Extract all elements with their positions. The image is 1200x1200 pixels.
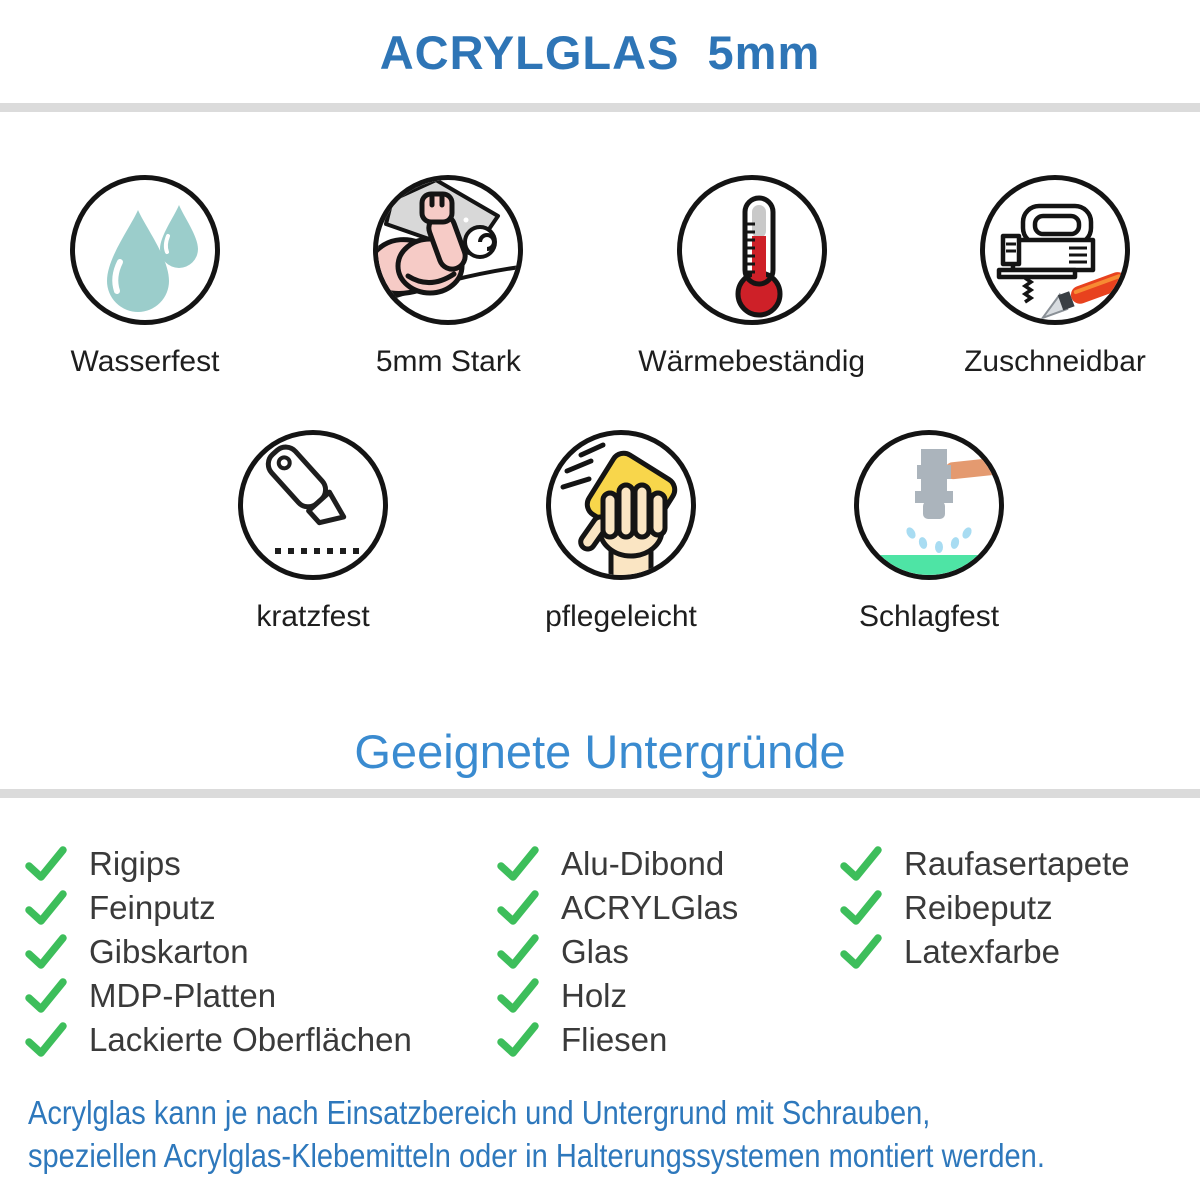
- check-icon: [25, 890, 67, 925]
- check-item-label: Raufasertapete: [904, 845, 1130, 882]
- divider-bar: [0, 789, 1200, 798]
- feature-zuschneidbar: Zuschneidbar: [940, 175, 1170, 380]
- feature-row-2: kratzfest: [0, 430, 1200, 635]
- check-item: ACRYLGlas: [497, 886, 840, 930]
- feature-waermebestaendig: Wärmebeständig: [637, 175, 867, 380]
- check-item: Glas: [497, 930, 840, 974]
- check-item: Reibeputz: [840, 886, 1200, 930]
- check-item-label: ACRYLGlas: [561, 889, 739, 926]
- cleaning-hand-icon: [546, 430, 696, 580]
- check-icon: [840, 890, 882, 925]
- check-item: MDP-Platten: [25, 974, 497, 1018]
- feature-kratzfest: kratzfest: [198, 430, 428, 635]
- check-item-label: Fliesen: [561, 1021, 668, 1058]
- check-icon: [25, 846, 67, 881]
- feature-row-1: Wasserfest 5mm Stark: [0, 175, 1200, 380]
- check-icon: [497, 1022, 539, 1057]
- feature-label: Wasserfest: [70, 345, 220, 378]
- checklist-column-3: Raufasertapete Reibeputz Latexfarbe: [840, 842, 1200, 1062]
- feature-schlagfest: Schlagfest: [814, 430, 1044, 635]
- feature-5mm-stark: 5mm Stark: [333, 175, 563, 380]
- check-item: Latexfarbe: [840, 930, 1200, 974]
- page-title: ACRYLGLAS 5mm: [379, 26, 821, 79]
- feature-label: pflegeleicht: [545, 600, 697, 633]
- section-title-untergruende: Geeignete Untergründe: [354, 725, 846, 778]
- check-icon: [840, 846, 882, 881]
- check-item-label: Lackierte Oberflächen: [89, 1021, 412, 1058]
- feature-label: Zuschneidbar: [964, 345, 1146, 378]
- check-item-label: Rigips: [89, 845, 181, 882]
- check-item: Holz: [497, 974, 840, 1018]
- check-icon: [497, 890, 539, 925]
- check-item: Rigips: [25, 842, 497, 886]
- check-item-label: Glas: [561, 933, 629, 970]
- substrate-checklist: Rigips Feinputz Gibskarton MDP-Platten L…: [0, 842, 1200, 1062]
- check-item-label: Gibskarton: [89, 933, 249, 970]
- check-item: Raufasertapete: [840, 842, 1200, 886]
- check-icon: [497, 846, 539, 881]
- check-item-label: Alu-Dibond: [561, 845, 725, 882]
- feature-label: Schlagfest: [858, 600, 1000, 633]
- hammer-impact-icon: [854, 430, 1004, 580]
- check-icon: [497, 978, 539, 1013]
- check-item-label: Holz: [561, 977, 628, 1014]
- thermometer-icon: [676, 175, 827, 325]
- check-icon: [25, 1022, 67, 1057]
- utility-knife-icon: [238, 430, 388, 580]
- checklist-column-1: Rigips Feinputz Gibskarton MDP-Platten L…: [25, 842, 497, 1062]
- check-item-label: MDP-Platten: [89, 977, 277, 1014]
- check-icon: [25, 978, 67, 1013]
- check-icon: [840, 934, 882, 969]
- mounting-note-line-2: speziellen Acrylglas-Klebemitteln oder i…: [28, 1137, 1045, 1174]
- check-item: Gibskarton: [25, 930, 497, 974]
- check-item-label: Feinputz: [89, 889, 216, 926]
- check-icon: [25, 934, 67, 969]
- check-item: Fliesen: [497, 1018, 840, 1062]
- feature-label: kratzfest: [256, 600, 370, 633]
- checklist-column-2: Alu-Dibond ACRYLGlas Glas Holz Fliesen: [497, 842, 840, 1062]
- check-item-label: Reibeputz: [904, 889, 1053, 926]
- check-item: Lackierte Oberflächen: [25, 1018, 497, 1062]
- check-item: Alu-Dibond: [497, 842, 840, 886]
- water-drops-icon: [70, 175, 220, 325]
- check-item-label: Latexfarbe: [904, 933, 1060, 970]
- divider-bar: [0, 103, 1200, 112]
- muscle-arm-icon: [373, 175, 524, 325]
- check-icon: [497, 934, 539, 969]
- feature-wasserfest: Wasserfest: [30, 175, 260, 380]
- mounting-note: Acrylglas kann je nach Einsatzbereich un…: [28, 1091, 1198, 1177]
- feature-label: 5mm Stark: [375, 345, 521, 378]
- feature-label: Wärmebeständig: [638, 345, 866, 378]
- mounting-note-line-1: Acrylglas kann je nach Einsatzbereich un…: [28, 1094, 931, 1131]
- feature-pflegeleicht: pflegeleicht: [506, 430, 736, 635]
- check-item: Feinputz: [25, 886, 497, 930]
- jigsaw-cutter-icon: [979, 175, 1130, 325]
